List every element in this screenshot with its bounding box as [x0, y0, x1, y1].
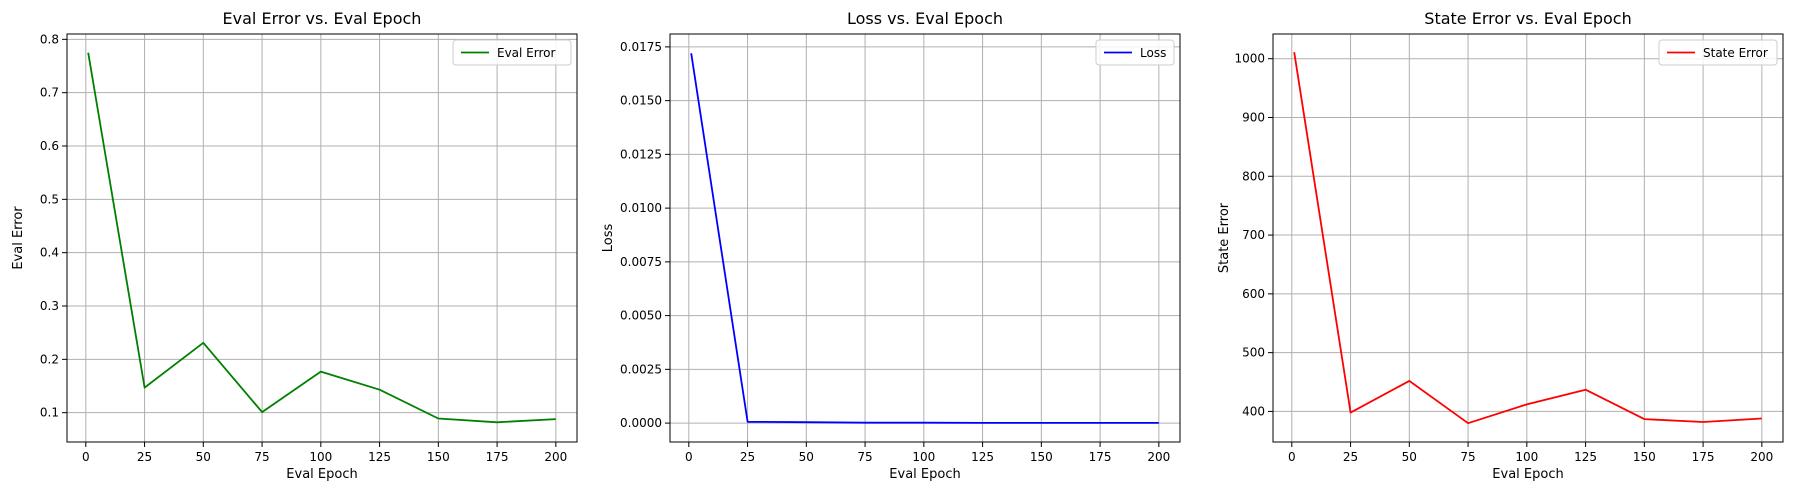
- x-tick-label: 50: [1402, 450, 1417, 464]
- y-axis-label: Eval Error: [11, 206, 26, 270]
- legend-label: State Error: [1703, 46, 1768, 60]
- x-tick-label: 125: [368, 450, 391, 464]
- legend-box: [1095, 39, 1175, 66]
- y-tick-label: 0.6: [40, 139, 59, 153]
- chart-panel-3: 0 25 50 75 100 125 150 175 200 400 500 600 700 800 900…: [1217, 9, 1784, 482]
- x-axis-label: Eval Epoch: [1492, 467, 1563, 482]
- x-tick-label: 175: [1089, 450, 1112, 464]
- chart-title: State Error vs. Eval Epoch: [1424, 9, 1631, 28]
- x-tick-label: 0: [1288, 450, 1296, 464]
- grid: [67, 34, 577, 442]
- y-tick-label: 1000: [1234, 52, 1265, 66]
- legend: Eval Error: [452, 39, 572, 66]
- y-tick-label: 0.0125: [620, 147, 662, 161]
- x-tick-label: 175: [1692, 450, 1715, 464]
- x-tick-label: 200: [1147, 450, 1170, 464]
- y-tick-label: 0.2: [40, 352, 59, 366]
- legend-box: [452, 39, 572, 66]
- x-tick-label: 0: [82, 450, 90, 464]
- x-tick-label: 0: [685, 450, 693, 464]
- plot-frame: [66, 33, 578, 443]
- y-axis-label: Loss: [601, 224, 616, 253]
- legend-label: Loss: [1140, 46, 1166, 60]
- chart-title: Loss vs. Eval Epoch: [847, 9, 1003, 28]
- chart-title: Eval Error vs. Eval Epoch: [223, 9, 422, 28]
- y-tick-label: 0.8: [40, 32, 59, 46]
- x-tick-label: 150: [1633, 450, 1656, 464]
- x-tick-label: 75: [1460, 450, 1475, 464]
- y-tick-label: 0.0100: [620, 201, 662, 215]
- chart-panel-2: 0 25 50 75 100 125 150 175 200 0.0000 0.0025 0.0050…: [601, 9, 1181, 482]
- y-tick-label: 0.1: [40, 406, 59, 420]
- x-tick-label: 50: [196, 450, 211, 464]
- plot-frame: [1272, 33, 1784, 443]
- series-line: [87, 52, 556, 424]
- y-tick-label: 700: [1242, 228, 1265, 242]
- series-line: [690, 53, 1159, 424]
- y-tick-label: 0.3: [40, 299, 59, 313]
- legend-label: Eval Error: [497, 46, 556, 60]
- x-axis-label: Eval Epoch: [286, 467, 357, 482]
- x-tick-label: 100: [1515, 450, 1538, 464]
- y-tick-label: 800: [1242, 169, 1265, 183]
- legend-box: [1658, 39, 1778, 66]
- x-tick-label: 75: [857, 450, 872, 464]
- y-tick-label: 400: [1242, 404, 1265, 418]
- y-tick-label: 0.0000: [620, 416, 662, 430]
- plot-frame: [669, 33, 1181, 443]
- grid: [670, 34, 1180, 442]
- x-tick-label: 150: [427, 450, 450, 464]
- legend: Loss: [1095, 39, 1175, 66]
- y-tick-label: 0.5: [40, 192, 59, 206]
- x-tick-label: 75: [254, 450, 269, 464]
- x-tick-label: 125: [971, 450, 994, 464]
- y-tick-label: 500: [1242, 346, 1265, 360]
- x-tick-label: 100: [912, 450, 935, 464]
- y-tick-label: 600: [1242, 287, 1265, 301]
- x-tick-label: 50: [799, 450, 814, 464]
- y-axis-label: State Error: [1217, 202, 1232, 273]
- chart-panel-1: 0 25 50 75 100 125 150 175 200 0.1 0.2 0.3 0.4 0.5 0.6…: [11, 9, 578, 482]
- x-tick-label: 175: [486, 450, 509, 464]
- x-tick-label: 25: [137, 450, 152, 464]
- y-tick-label: 0.0050: [620, 309, 662, 323]
- grid: [1273, 34, 1783, 442]
- y-tick-label: 0.0150: [620, 94, 662, 108]
- x-tick-label: 25: [740, 450, 755, 464]
- x-tick-label: 200: [1750, 450, 1773, 464]
- x-tick-label: 25: [1343, 450, 1358, 464]
- x-tick-label: 125: [1574, 450, 1597, 464]
- x-tick-label: 100: [309, 450, 332, 464]
- y-tick-label: 900: [1242, 110, 1265, 124]
- x-tick-label: 200: [544, 450, 567, 464]
- y-tick-label: 0.7: [40, 86, 59, 100]
- y-tick-label: 0.0175: [620, 40, 662, 54]
- y-tick-label: 0.0025: [620, 362, 662, 376]
- y-tick-label: 0.0075: [620, 255, 662, 269]
- legend: State Error: [1658, 39, 1778, 66]
- x-tick-label: 150: [1030, 450, 1053, 464]
- y-tick-label: 0.4: [40, 246, 59, 260]
- series-line: [1293, 52, 1762, 425]
- x-axis-label: Eval Epoch: [889, 467, 960, 482]
